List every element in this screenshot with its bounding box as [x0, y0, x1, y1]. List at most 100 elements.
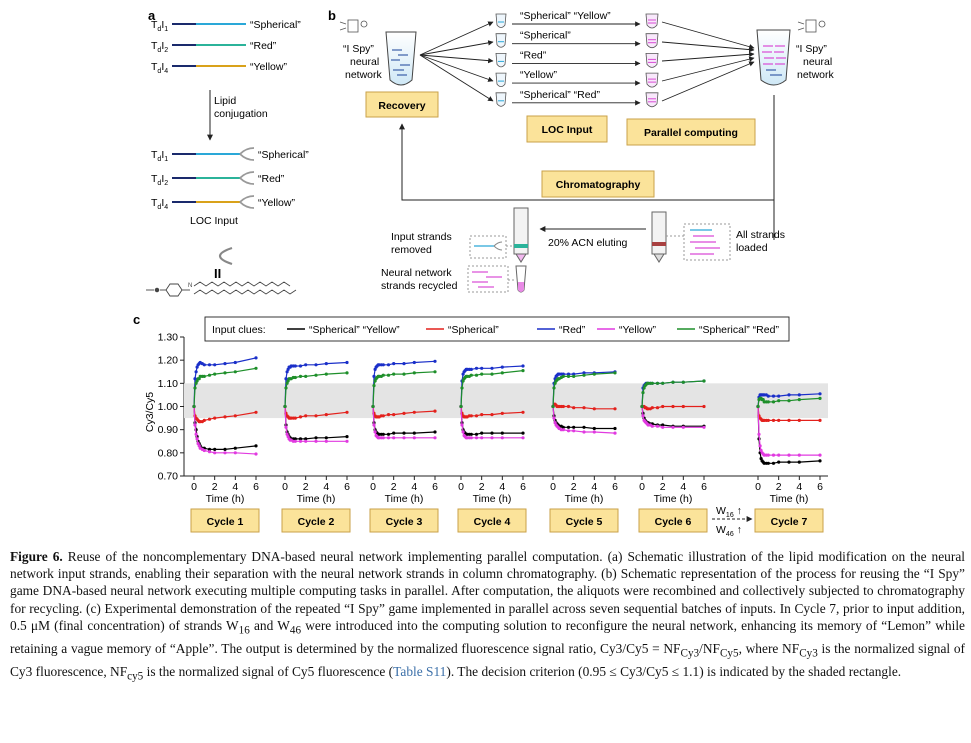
right-network-line2: neural — [803, 56, 832, 68]
data-point-4-2-8 — [469, 367, 473, 371]
lipid-tail-icon — [218, 246, 233, 266]
data-point-2-3-1 — [284, 425, 288, 429]
data-point-6-4-11 — [671, 380, 675, 384]
column-eluted-icon — [513, 207, 529, 293]
data-point-5-0-11 — [582, 425, 586, 429]
data-point-2-1-13 — [345, 410, 349, 414]
x-axis-label-1: Time (h) — [206, 493, 245, 505]
data-point-2-1-8 — [293, 416, 297, 420]
data-point-1-3-11 — [223, 451, 227, 455]
data-point-6-0-10 — [661, 423, 665, 427]
legend-entries: “Spherical” “Yellow” “Spherical” “Red” “Yel… — [287, 324, 779, 336]
cycle-badge-4 — [457, 508, 527, 533]
caption-text-5: , where NF — [738, 640, 800, 656]
strand-name-top-1-t: T — [151, 40, 158, 52]
x-tick-label-3-3: 6 — [432, 481, 438, 493]
strand-name-bot-1-n: 2 — [164, 180, 168, 187]
legend-label-1: “Spherical” — [448, 324, 499, 336]
x-tick-label-2-0: 0 — [282, 481, 288, 493]
strand-name-top-2-i: I — [161, 61, 164, 73]
computing-tube-icon-2 — [645, 53, 659, 68]
caption-sub-16: 16 — [238, 624, 250, 637]
data-point-3-1-12 — [412, 410, 416, 414]
tube-shape-0 — [495, 13, 507, 28]
legend-title: Input clues: — [212, 324, 266, 336]
data-point-5-1-13 — [613, 407, 617, 411]
data-point-1-4-12 — [233, 370, 237, 374]
fan-out-arrows — [419, 21, 494, 102]
strand-name-top-2-n: 4 — [164, 68, 168, 75]
data-point-1-2-8 — [202, 363, 206, 367]
x-tick-label-2-1: 2 — [303, 481, 309, 493]
data-point-6-1-8 — [650, 406, 654, 410]
data-point-1-1-9 — [207, 417, 212, 421]
caption-text-2: and W — [249, 617, 290, 633]
data-point-2-3-8 — [293, 439, 297, 443]
data-point-4-4-12 — [500, 371, 504, 375]
panel-a-top-rows: TdI1 “Spherical”TdI2 “Red”TdI4 “Yellow” — [151, 19, 301, 75]
clue-top-2: “Yellow” — [250, 61, 287, 73]
strand-name-top-1-i: I — [161, 40, 164, 52]
left-network-beaker-icon — [385, 31, 417, 86]
data-point-1-2-11 — [223, 362, 227, 366]
data-point-2-1-11 — [314, 414, 318, 418]
strand-name-bot-0-t: T — [151, 149, 158, 161]
strand-name-top-0: TdI1 — [151, 19, 168, 33]
strand-name-bot-1-t: T — [151, 173, 158, 185]
all-strands-line2: loaded — [736, 242, 768, 254]
data-point-3-3-8 — [381, 436, 385, 440]
data-point-6-1-13 — [702, 404, 706, 409]
data-point-7-3-9 — [771, 453, 776, 457]
data-point-6-4-2 — [642, 386, 646, 390]
data-point-1-0-11 — [223, 447, 227, 451]
data-point-7-4-10 — [777, 399, 781, 403]
data-point-1-1-10 — [213, 416, 217, 420]
ctube-shape-3 — [645, 72, 659, 88]
data-point-5-4-8 — [561, 374, 565, 378]
data-point-1-2-9 — [207, 363, 212, 367]
loc-input-label: LOC Input — [190, 215, 238, 227]
conjugation-label: conjugation — [214, 108, 268, 120]
strand-name-top-2-t: T — [151, 61, 158, 73]
data-point-1-4-1 — [193, 386, 197, 390]
data-point-3-0-9 — [386, 432, 391, 436]
strand-name-bot-0-i: I — [161, 149, 164, 161]
data-point-3-0-12 — [412, 431, 416, 435]
data-point-7-4-11 — [787, 399, 791, 403]
strand-name-top-1-d: d — [157, 47, 161, 54]
loc-input-box — [526, 115, 608, 143]
data-point-1-0-13 — [254, 444, 258, 448]
data-point-3-0-10 — [392, 431, 396, 435]
data-point-6-4-9 — [655, 381, 660, 385]
lamp-icon-right — [797, 19, 826, 33]
data-point-3-3-9 — [386, 436, 391, 440]
clue-top-1: “Red” — [250, 40, 277, 52]
strand-name-bot-1: TdI2 — [151, 173, 168, 187]
strand-name-top-1-n: 2 — [164, 47, 168, 54]
data-point-5-1-12 — [592, 407, 596, 411]
loc-tubes: “Spherical” “Yellow” “Spherical” “Red” “Yel… — [495, 10, 659, 108]
data-point-5-3-9 — [566, 429, 571, 433]
data-point-2-4-8 — [293, 375, 297, 380]
caption-text-3: were introduced into the computing solut… — [10, 617, 965, 656]
data-point-7-3-12 — [797, 453, 801, 457]
data-point-6-3-10 — [661, 425, 665, 429]
x-tick-label-7-0: 0 — [755, 481, 761, 493]
data-point-4-0-10 — [480, 431, 484, 435]
data-point-6-4-13 — [702, 379, 706, 383]
cycle-badge-2 — [281, 508, 351, 533]
data-point-6-1-10 — [661, 404, 665, 409]
data-point-1-2-10 — [213, 363, 217, 367]
cycle-plot-2: 0 2 4 6 Time (h) Cycle 2 — [281, 360, 351, 533]
legend-label-0: “Spherical” “Yellow” — [309, 324, 400, 336]
caption-sub-46: 46 — [289, 624, 302, 637]
data-point-2-0-8 — [293, 437, 297, 441]
x-tick-label-4-2: 4 — [499, 481, 505, 493]
recycled-strands-icon — [472, 271, 502, 288]
data-point-5-1-11 — [582, 406, 586, 410]
column-loaded-icon — [651, 211, 667, 263]
table-s11-link[interactable]: Table S11 — [393, 663, 447, 679]
data-point-7-4-9 — [771, 400, 776, 404]
data-point-7-0-13 — [818, 459, 822, 463]
data-point-4-4-13 — [521, 369, 525, 373]
